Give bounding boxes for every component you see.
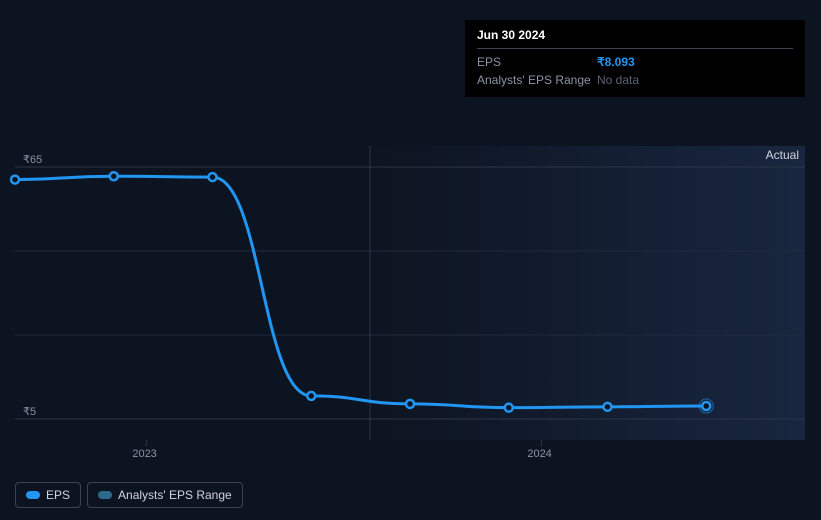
tooltip-date: Jun 30 2024 [477,28,793,49]
tooltip-label-range: Analysts' EPS Range [477,73,597,87]
eps-chart: Jun 30 2024 EPS ₹8.093 Analysts' EPS Ran… [0,0,821,520]
legend-item-eps[interactable]: EPS [15,482,81,508]
tooltip-row-eps: EPS ₹8.093 [477,53,793,71]
region-label-actual: Actual [766,148,799,162]
tooltip-row-range: Analysts' EPS Range No data [477,71,793,89]
legend-item-analysts-range[interactable]: Analysts' EPS Range [87,482,243,508]
tooltip-value-eps: ₹8.093 [597,55,635,69]
tooltip-value-range: No data [597,73,639,87]
legend-label-eps: EPS [46,488,70,502]
x-axis-label: 2024 [527,448,551,460]
legend-label-range: Analysts' EPS Range [118,488,232,502]
y-axis-label: ₹65 [23,153,42,166]
y-axis-label: ₹5 [23,405,36,418]
chart-tooltip: Jun 30 2024 EPS ₹8.093 Analysts' EPS Ran… [465,20,805,97]
chart-legend: EPS Analysts' EPS Range [15,482,243,508]
tooltip-label-eps: EPS [477,55,597,69]
x-axis-label: 2023 [132,448,156,460]
legend-swatch-range [98,491,112,499]
legend-swatch-eps [26,491,40,499]
